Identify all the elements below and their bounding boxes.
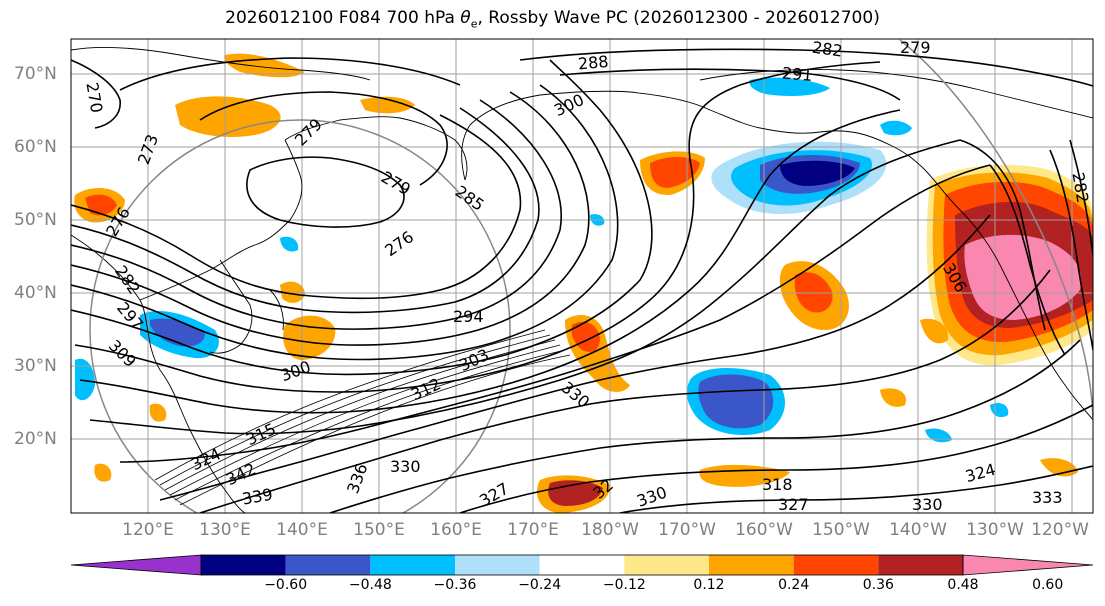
colorbar-cell xyxy=(624,555,709,575)
pos-patch-kamchatka xyxy=(175,96,281,137)
theta-e-contours xyxy=(71,48,1093,513)
contour-label: 327 xyxy=(778,495,809,514)
contour-label: 282 xyxy=(811,38,844,61)
neg-patch-japan-2 xyxy=(150,318,205,347)
colorbar-tick-label: 0.48 xyxy=(947,577,979,593)
lat-label: 40°N xyxy=(14,283,57,303)
neg-patch-misc-1 xyxy=(880,120,912,136)
contour-label: 318 xyxy=(762,475,793,494)
lon-label: 140°W xyxy=(889,520,947,540)
lat-label: 50°N xyxy=(14,210,57,230)
pos-patch-siberia xyxy=(224,53,305,78)
pos-patch-misc-e xyxy=(94,463,112,482)
contour-label: 291 xyxy=(781,63,813,85)
contour-label: 279 xyxy=(900,38,931,57)
lon-label: 150°E xyxy=(353,520,405,540)
title-main: 2026012100 F084 700 hPa xyxy=(225,8,461,28)
pos-patch-japan-e xyxy=(283,315,336,360)
contour-label: 288 xyxy=(577,52,609,74)
neg-patch-alaska-north xyxy=(749,77,830,96)
lat-label: 20°N xyxy=(14,429,57,449)
pos-patch-japan-e-2 xyxy=(280,281,305,303)
colorbar-tick-label: 0.12 xyxy=(693,577,725,593)
lat-label: 70°N xyxy=(14,64,57,84)
contour-label: 294 xyxy=(453,307,484,326)
lon-label: 170°E xyxy=(507,520,559,540)
colorbar-cell xyxy=(709,555,794,575)
pos-patch-misc-d xyxy=(149,403,167,422)
colorbar-cell xyxy=(370,555,455,575)
pos-patch-misc-a xyxy=(920,318,949,344)
colorbar-tick-label: 0.24 xyxy=(778,577,810,593)
pos-patch-kamchatka-2 xyxy=(360,96,415,114)
colorbar-cell xyxy=(793,555,879,575)
title-theta: θ xyxy=(460,8,471,28)
neg-patch-misc-3 xyxy=(75,358,95,401)
colorbar-tick-label: 0.36 xyxy=(862,577,894,593)
lon-label: 160°E xyxy=(430,520,482,540)
neg-patch-misc-5 xyxy=(280,236,299,252)
pos-patch-misc-b xyxy=(880,388,906,407)
map-title: 2026012100 F084 700 hPa θe, Rossby Wave … xyxy=(0,8,1105,30)
contour-label: 330 xyxy=(912,495,943,514)
colorbar-tick-label: −0.36 xyxy=(433,577,477,593)
title-sub-e: e xyxy=(470,17,478,31)
map-panel: 282 279 288 291 300 279 273 276 285 276 … xyxy=(70,38,1094,514)
neg-patch-gulf-alaska-4 xyxy=(780,160,855,186)
colorbar-cell xyxy=(455,555,540,575)
colorbar-cell xyxy=(201,555,286,575)
pos-patch-160w-2 xyxy=(794,272,833,313)
lon-label: 130°W xyxy=(966,520,1024,540)
lon-label: 130°E xyxy=(199,520,251,540)
jet-contours xyxy=(154,329,571,506)
graticule xyxy=(71,39,1093,513)
colorbar-tick-label: −0.60 xyxy=(264,577,308,593)
pos-patch-west-edge-2 xyxy=(85,194,117,216)
colorbar-tick-label: −0.24 xyxy=(518,577,562,593)
lat-label: 60°N xyxy=(14,137,57,157)
colorbar-tick-label: 0.60 xyxy=(1032,577,1064,593)
colorbar-cells xyxy=(70,554,1094,576)
contour-label: 333 xyxy=(1032,488,1063,507)
lon-label: 120°W xyxy=(1031,520,1089,540)
lon-label: 170°W xyxy=(658,520,716,540)
lon-label: 180°W xyxy=(581,520,639,540)
lat-label: 30°N xyxy=(14,356,57,376)
colorbar-cell xyxy=(539,555,625,575)
colorbar xyxy=(70,554,1094,576)
colorbar-cell xyxy=(285,555,371,575)
projection-rings xyxy=(89,39,1093,513)
contour-label: 330 xyxy=(390,457,421,476)
title-rest: , Rossby Wave PC (2026012300 - 202601270… xyxy=(477,8,880,28)
lon-label: 150°W xyxy=(812,520,870,540)
colorbar-cell xyxy=(878,555,963,575)
lon-label: 160°W xyxy=(735,520,793,540)
colorbar-extend-high xyxy=(962,554,1094,576)
lon-label: 120°E xyxy=(122,520,174,540)
colorbar-extend-low xyxy=(70,554,202,576)
plot-frame xyxy=(70,38,1094,514)
colorbar-tick-label: −0.12 xyxy=(602,577,646,593)
neg-patch-central-pacific-2 xyxy=(698,374,774,429)
colorbar-tick-label: −0.48 xyxy=(348,577,392,593)
colorbar-frame xyxy=(200,554,964,576)
lon-label: 140°E xyxy=(276,520,328,540)
